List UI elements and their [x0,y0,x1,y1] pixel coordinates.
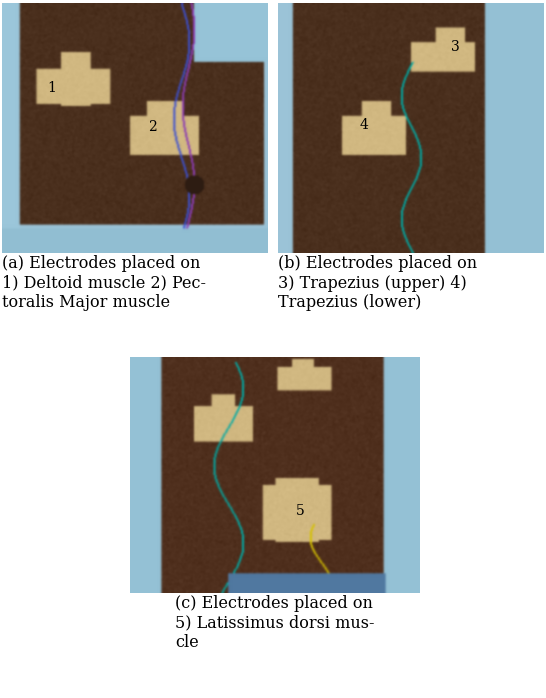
Text: (c) Electrodes placed on
5) Latissimus dorsi mus-
cle: (c) Electrodes placed on 5) Latissimus d… [175,595,375,651]
Text: 4: 4 [359,118,368,132]
Text: (a) Electrodes placed on
1) Deltoid muscle 2) Pec-
toralis Major muscle: (a) Electrodes placed on 1) Deltoid musc… [2,255,206,311]
Text: 1: 1 [47,81,56,95]
Text: 2: 2 [149,120,157,134]
Text: 5: 5 [295,504,304,518]
Text: (b) Electrodes placed on
3) Trapezius (upper) 4)
Trapezius (lower): (b) Electrodes placed on 3) Trapezius (u… [278,255,477,311]
Text: 3: 3 [451,40,460,54]
